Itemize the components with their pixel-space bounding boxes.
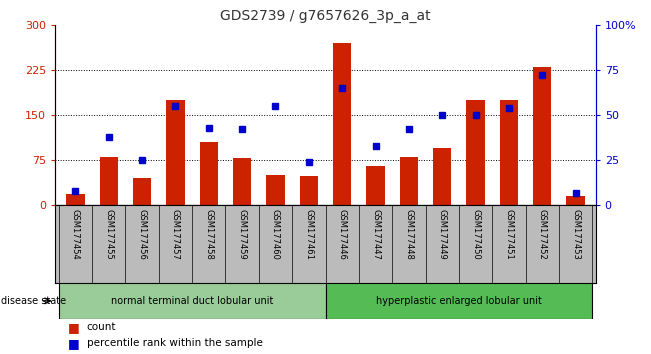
Text: GSM177456: GSM177456 xyxy=(137,209,146,260)
Bar xyxy=(400,157,418,205)
Text: GSM177450: GSM177450 xyxy=(471,209,480,260)
Bar xyxy=(367,166,385,205)
Text: count: count xyxy=(87,322,116,332)
Text: GSM177453: GSM177453 xyxy=(571,209,580,260)
Text: hyperplastic enlarged lobular unit: hyperplastic enlarged lobular unit xyxy=(376,296,542,306)
Text: GSM177452: GSM177452 xyxy=(538,209,547,260)
Bar xyxy=(166,100,185,205)
Bar xyxy=(233,158,251,205)
Text: percentile rank within the sample: percentile rank within the sample xyxy=(87,338,262,348)
Bar xyxy=(266,175,284,205)
Text: GSM177447: GSM177447 xyxy=(371,209,380,260)
Text: GSM177448: GSM177448 xyxy=(404,209,413,260)
Bar xyxy=(59,283,326,319)
Bar xyxy=(326,283,592,319)
Bar xyxy=(533,67,551,205)
Text: GSM177455: GSM177455 xyxy=(104,209,113,260)
Bar xyxy=(66,194,85,205)
Bar xyxy=(433,148,451,205)
Text: GSM177460: GSM177460 xyxy=(271,209,280,260)
Bar xyxy=(500,100,518,205)
Bar xyxy=(566,196,585,205)
Text: GDS2739 / g7657626_3p_a_at: GDS2739 / g7657626_3p_a_at xyxy=(220,9,431,23)
Text: GSM177451: GSM177451 xyxy=(505,209,514,260)
Bar xyxy=(100,157,118,205)
Text: GSM177461: GSM177461 xyxy=(304,209,313,260)
Bar xyxy=(466,100,485,205)
Text: disease state: disease state xyxy=(1,296,66,306)
Text: ■: ■ xyxy=(68,337,80,350)
Text: GSM177459: GSM177459 xyxy=(238,209,247,260)
Text: GSM177454: GSM177454 xyxy=(71,209,80,260)
Bar xyxy=(200,142,218,205)
Text: GSM177457: GSM177457 xyxy=(171,209,180,260)
Text: normal terminal duct lobular unit: normal terminal duct lobular unit xyxy=(111,296,273,306)
Bar xyxy=(333,43,352,205)
Bar xyxy=(299,176,318,205)
Text: GSM177446: GSM177446 xyxy=(338,209,347,260)
Text: GSM177449: GSM177449 xyxy=(437,209,447,260)
Text: GSM177458: GSM177458 xyxy=(204,209,214,260)
Bar xyxy=(133,178,151,205)
Text: ■: ■ xyxy=(68,321,80,334)
